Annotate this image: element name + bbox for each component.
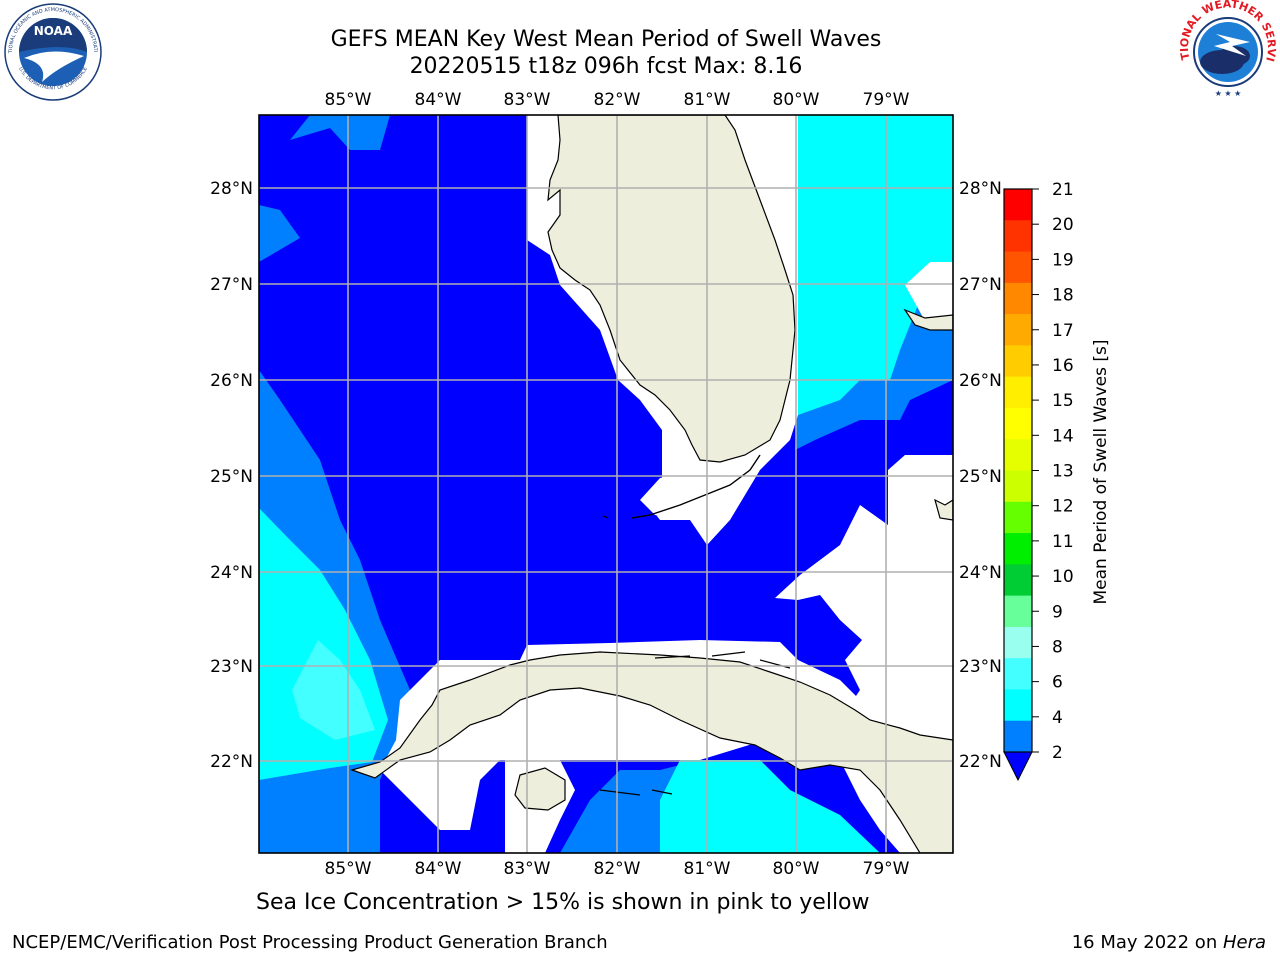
no-data-keys: [640, 470, 740, 545]
land-bahamas-north: [903, 308, 953, 331]
field-band-6-8-southeast: [660, 760, 880, 853]
lon-label-bottom: 82°W: [594, 859, 641, 879]
nws-logo: NATIONAL WEATHER SERVICE ★ ★ ★: [1176, 0, 1278, 102]
colorbar-label: Mean Period of Swell Waves [s]: [1091, 340, 1111, 605]
colorbar-tick-label: 17: [1052, 321, 1074, 341]
colorbar-tick-label: 14: [1052, 426, 1074, 446]
colorbar-cell: [1004, 658, 1032, 690]
colorbar-tick-label: 11: [1052, 532, 1074, 552]
field-band-8-9-west: [292, 640, 375, 740]
colorbar-cell: [1004, 345, 1032, 378]
lon-label-top: 80°W: [773, 90, 820, 110]
lat-label-left: 26°N: [210, 371, 253, 391]
lat-label-left: 27°N: [210, 275, 253, 295]
coast-florida-keys: [631, 454, 761, 519]
land-florida: [547, 115, 796, 463]
lat-label-right: 22°N: [959, 752, 1002, 772]
sea-ice-note: Sea Ice Concentration > 15% is shown in …: [256, 890, 870, 915]
colorbar-cell: [1004, 720, 1032, 753]
footer-date: 16 May 2022 on Hera: [1072, 932, 1266, 953]
lon-label-bottom: 81°W: [684, 859, 731, 879]
lon-label-bottom: 80°W: [773, 859, 820, 879]
lon-label-bottom: 85°W: [325, 859, 372, 879]
lon-label-top: 84°W: [415, 90, 462, 110]
colorbar-tick-label: 4: [1052, 708, 1063, 728]
svg-text:★ ★ ★: ★ ★ ★: [1215, 89, 1242, 98]
field-band-4-6-northwest: [259, 115, 390, 262]
coast-cuba-cays: [599, 651, 791, 796]
lon-label-top: 82°W: [594, 90, 641, 110]
lat-label-right: 25°N: [959, 467, 1002, 487]
field-band-6-8-east: [760, 115, 953, 415]
map-frame: [258, 114, 954, 854]
lat-label-left: 23°N: [210, 657, 253, 677]
colorbar-cell: [1004, 376, 1032, 409]
lon-label-top: 79°W: [863, 90, 910, 110]
lat-label-right: 28°N: [959, 179, 1002, 199]
lat-label-right: 26°N: [959, 371, 1002, 391]
footer-host: Hera: [1222, 932, 1266, 953]
footer-credit: NCEP/EMC/Verification Post Processing Pr…: [12, 932, 608, 953]
colorbar-cell: [1004, 501, 1032, 534]
chart-title: GEFS MEAN Key West Mean Period of Swell …: [330, 27, 882, 52]
noaa-logo-text: NOAA: [34, 24, 73, 38]
lat-label-left: 22°N: [210, 752, 253, 772]
colorbar-cell: [1004, 439, 1032, 471]
colorbar: 21 20 19 18 17 16 15 14 13 12 11 10 9 8 6 4 2 Mean Perio…: [1003, 180, 1111, 782]
colorbar-cell: [1004, 626, 1032, 659]
lat-label-right: 24°N: [959, 563, 1002, 583]
colorbar-cell: [1004, 251, 1032, 284]
colorbar-tick-label: 20: [1052, 215, 1074, 235]
no-data-northeast: [905, 262, 953, 330]
colorbar-tick-label: 2: [1052, 743, 1063, 763]
colorbar-tick-label: 8: [1052, 637, 1063, 657]
land-cuba: [350, 651, 953, 853]
colorbar-tick-label: 13: [1052, 462, 1074, 482]
lat-label-right: 27°N: [959, 275, 1002, 295]
colorbar-tick-label: 6: [1052, 673, 1063, 693]
colorbar-cell: [1004, 314, 1032, 346]
colorbar-cell: [1004, 220, 1032, 253]
colorbar-tick-label: 21: [1052, 180, 1074, 200]
colorbar-tick-label: 19: [1052, 250, 1074, 270]
chart-subtitle: 20220515 t18z 096h fcst Max: 8.16: [409, 54, 803, 79]
colorbar-tick-label: 9: [1052, 602, 1063, 622]
lat-label-right: 23°N: [959, 657, 1002, 677]
colorbar-cell: [1004, 407, 1032, 440]
colorbar-tick-label: 10: [1052, 567, 1074, 587]
noaa-logo: NOAA NATIONAL OCEANIC AND ATMOSPHERIC AD…: [2, 2, 102, 101]
colorbar-cell: [1004, 282, 1032, 315]
colorbar-tick-label: 15: [1052, 391, 1074, 411]
lon-label-bottom: 84°W: [415, 859, 462, 879]
colorbar-cell: [1004, 564, 1032, 597]
colorbar-extend-triangle: [1003, 751, 1033, 782]
lon-label-top: 85°W: [325, 90, 372, 110]
lon-label-top: 83°W: [504, 90, 551, 110]
colorbar-cell: [1004, 533, 1032, 565]
colorbar-cell: [1004, 470, 1032, 503]
colorbar-cell: [1004, 189, 1032, 221]
lon-label-top: 81°W: [684, 90, 731, 110]
map-gridlines: [259, 115, 953, 853]
colorbar-tick-label: 18: [1052, 286, 1074, 306]
land-andros: [934, 498, 953, 521]
colorbar-tick-label: 12: [1052, 497, 1074, 517]
lat-label-left: 28°N: [210, 179, 253, 199]
coast-dry-tortugas: [602, 515, 609, 519]
lat-label-left: 25°N: [210, 467, 253, 487]
footer-date-text: 16 May 2022 on: [1071, 932, 1223, 953]
colorbar-cell: [1004, 595, 1032, 628]
lat-label-left: 24°N: [210, 563, 253, 583]
colorbar-cell: [1004, 689, 1032, 722]
colorbar-tick-label: 16: [1052, 356, 1074, 376]
lon-label-bottom: 79°W: [863, 859, 910, 879]
lon-label-bottom: 83°W: [504, 859, 551, 879]
